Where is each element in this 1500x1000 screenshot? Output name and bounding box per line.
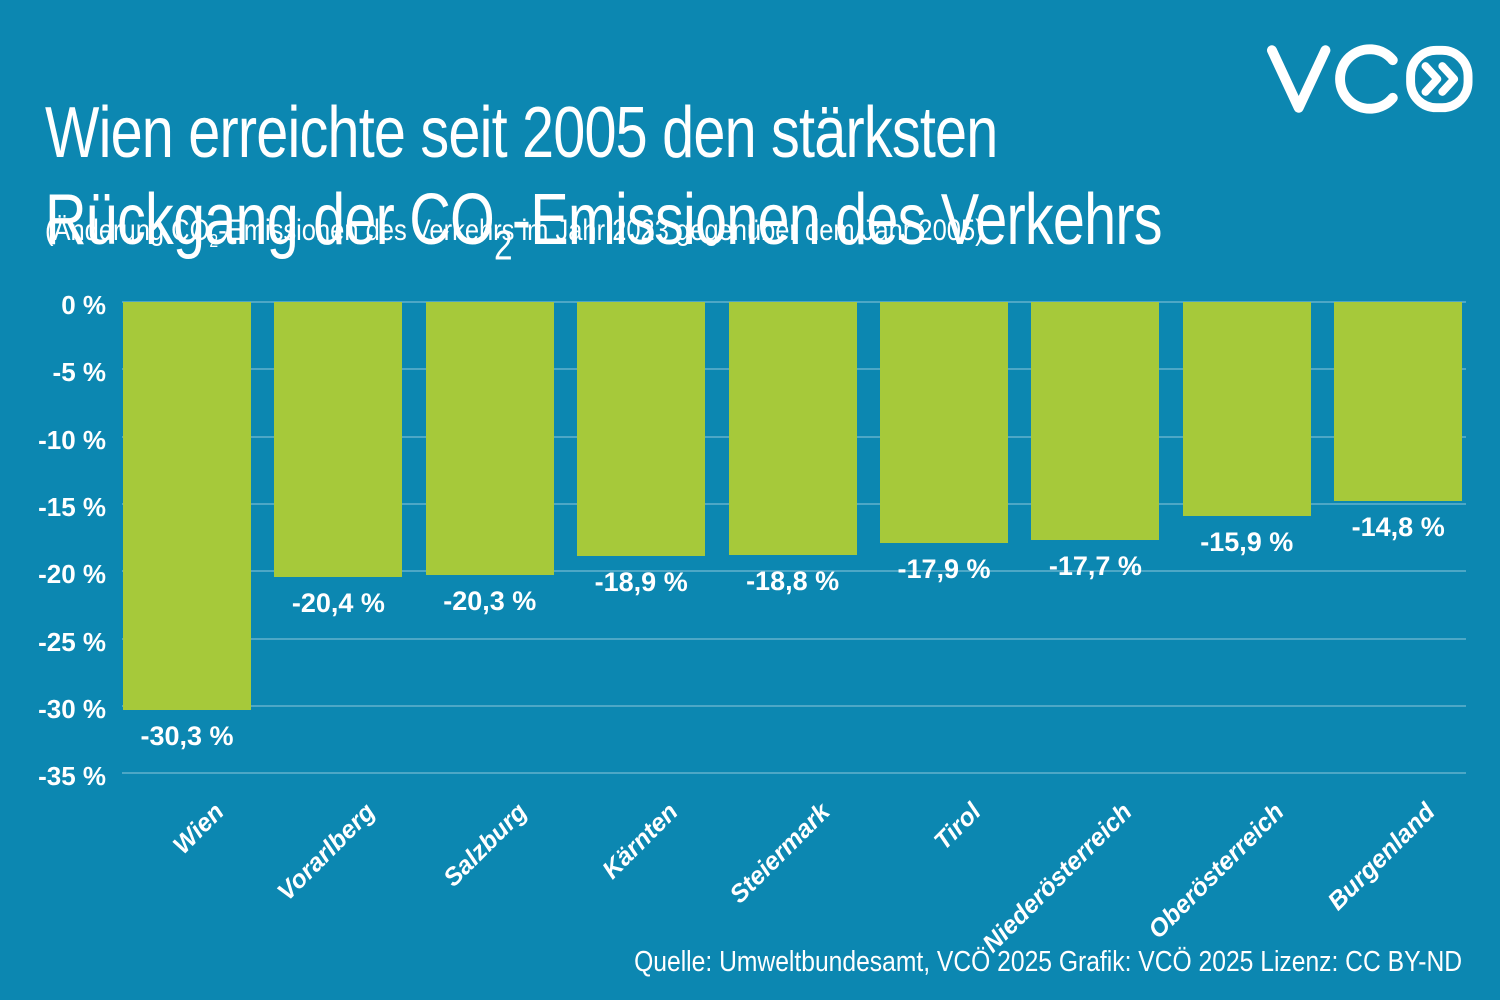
- y-tick-label: 0 %: [61, 290, 106, 320]
- bar-vorarlberg: [274, 302, 403, 577]
- source-credit: Quelle: Umweltbundesamt, VCÖ 2025 Grafik…: [634, 946, 1462, 978]
- y-tick-label: -35 %: [38, 761, 106, 792]
- value-label-steiermark: -18,8 %: [746, 566, 840, 597]
- bar-ober-sterreich: [1182, 302, 1311, 516]
- gridline--35: [122, 772, 1466, 775]
- logo-chevron-icon: [1438, 62, 1459, 96]
- y-tick-label: -10 %: [38, 424, 106, 455]
- gridline--20: [122, 570, 1466, 573]
- y-tick-label: -5 %: [52, 357, 106, 388]
- value-label-salzburg: -20,3 %: [443, 586, 537, 617]
- chart-subtitle: (Änderung CO2-Emissionen des Verkehrs im…: [45, 214, 984, 251]
- value-label-tirol: -17,9 %: [897, 553, 991, 584]
- logo-letter-v: [1266, 45, 1331, 113]
- title-line-2: Rückgang der CO2-Emissionen des Verkehrs: [45, 180, 1163, 269]
- vcoe-logo: [1266, 44, 1473, 114]
- logo-chevron-icon: [1421, 62, 1442, 96]
- bar-salzburg: [425, 302, 554, 576]
- y-tick-label: -20 %: [38, 559, 106, 590]
- gridline--25: [122, 637, 1466, 640]
- bar-nieder-sterreich: [1031, 302, 1160, 541]
- value-label-nieder-sterreich: -17,7 %: [1048, 551, 1142, 582]
- value-label-vorarlberg: -20,4 %: [291, 587, 385, 618]
- title-line-1: Wien erreichte seit 2005 den stärksten: [45, 93, 998, 174]
- bar-tirol: [880, 302, 1008, 543]
- y-tick-label: -30 %: [38, 693, 106, 724]
- logo-o-ring: [1406, 45, 1473, 113]
- page-title: Wien erreichte seit 2005 den stärksten R…: [45, 90, 1163, 269]
- value-label-burgenland: -14,8 %: [1351, 512, 1445, 543]
- co2-subscript: 2: [494, 221, 513, 269]
- bar-wien: [123, 302, 251, 710]
- bar-steiermark: [728, 302, 857, 556]
- value-label-k-rnten: -18,9 %: [594, 567, 688, 598]
- bar-burgenland: [1334, 302, 1463, 502]
- y-tick-label: -25 %: [38, 626, 106, 657]
- value-label-wien: -30,3 %: [140, 720, 234, 751]
- logo-letter-c: [1335, 44, 1398, 114]
- co2-subscript: 2: [209, 230, 219, 251]
- bar-k-rnten: [577, 302, 706, 557]
- value-label-ober-sterreich: -15,9 %: [1200, 527, 1294, 557]
- y-tick-label: -15 %: [38, 491, 106, 522]
- gridline--30: [122, 704, 1466, 707]
